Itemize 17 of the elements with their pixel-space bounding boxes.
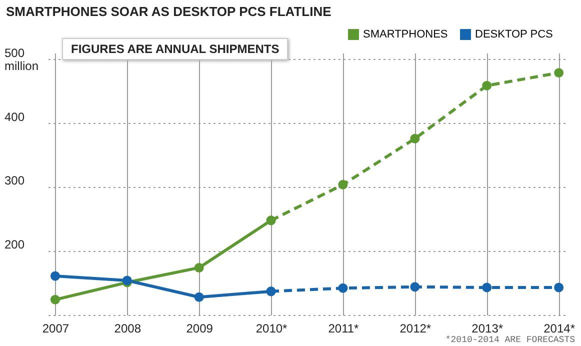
y-tick-label: 400 <box>4 110 25 124</box>
y-tick-label: 200 <box>4 238 25 252</box>
x-tick-label: 2014* <box>544 322 576 336</box>
x-tick-label: 2010* <box>256 322 288 336</box>
x-tick-label: 2012* <box>400 322 432 336</box>
y-tick-label: 300 <box>4 174 25 188</box>
y-tick-label: 500 million <box>4 46 39 73</box>
x-tick-label: 2008 <box>114 322 142 336</box>
annotation: FIGURES ARE ANNUAL SHIPMENTS <box>62 38 288 60</box>
text: *2010-2014 ARE FORECASTS <box>445 335 575 345</box>
legend-label: DESKTOP PCS <box>475 28 553 41</box>
chart-title: SMARTPHONES SOAR AS DESKTOP PCS FLATLINE <box>6 4 332 19</box>
x-tick-label: 2011* <box>328 322 360 336</box>
x-tick-label: 2009 <box>186 322 214 336</box>
legend-label: SMARTPHONES <box>363 28 448 41</box>
x-tick-label: 2007 <box>42 322 70 336</box>
x-tick-label: 2013* <box>472 322 504 336</box>
